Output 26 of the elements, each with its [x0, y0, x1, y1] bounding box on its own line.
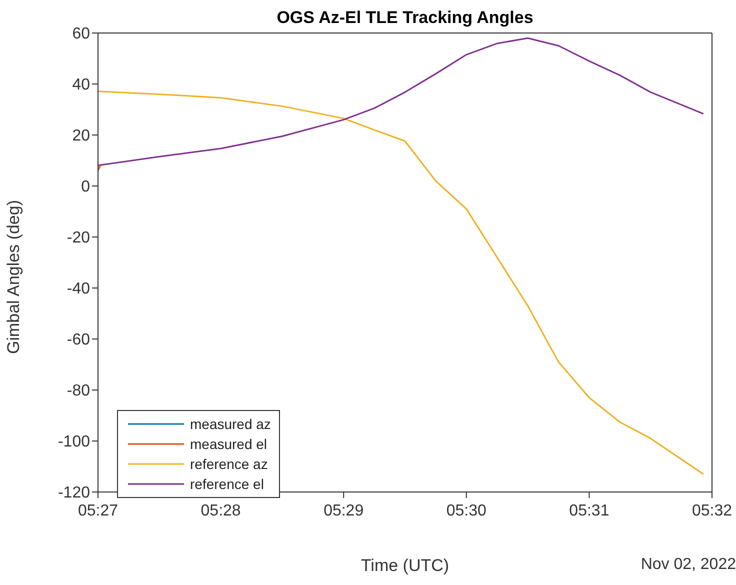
- y-tick-label: 60: [72, 26, 90, 43]
- legend-label: measured az: [190, 415, 271, 434]
- legend-label: measured el: [190, 435, 268, 454]
- x-tick-label: 05:28: [200, 502, 241, 520]
- y-tick-label: -20: [66, 230, 90, 247]
- y-tick-label: -80: [66, 382, 90, 400]
- y-tick-label: 0: [81, 178, 90, 196]
- y-tick-label: -60: [66, 332, 90, 349]
- text: Nov 02, 2022: [640, 556, 736, 574]
- x-tick-label: 05:27: [78, 502, 118, 520]
- y-axis-title: Gimbal Angles (deg): [4, 200, 24, 354]
- y-tick-label: -40: [66, 280, 90, 298]
- x-tick-label: 05:30: [446, 502, 487, 520]
- legend-label: reference az: [190, 455, 268, 474]
- x-tick-label: 05:29: [324, 502, 364, 520]
- chart-title: OGS Az-El TLE Tracking Angles: [276, 8, 534, 28]
- line-series: [98, 90, 704, 475]
- line-series: [98, 37, 704, 166]
- x-axis-title: Time (UTC): [360, 556, 450, 575]
- x-tick-label: 05:31: [569, 502, 610, 520]
- y-tick-label: -100: [58, 434, 90, 451]
- legend-label: reference el: [190, 475, 264, 494]
- y-tick-label: 40: [72, 76, 90, 94]
- y-tick-label: -120: [58, 484, 90, 502]
- x-tick-label: 05:32: [692, 502, 732, 520]
- y-tick-label: 20: [72, 128, 90, 145]
